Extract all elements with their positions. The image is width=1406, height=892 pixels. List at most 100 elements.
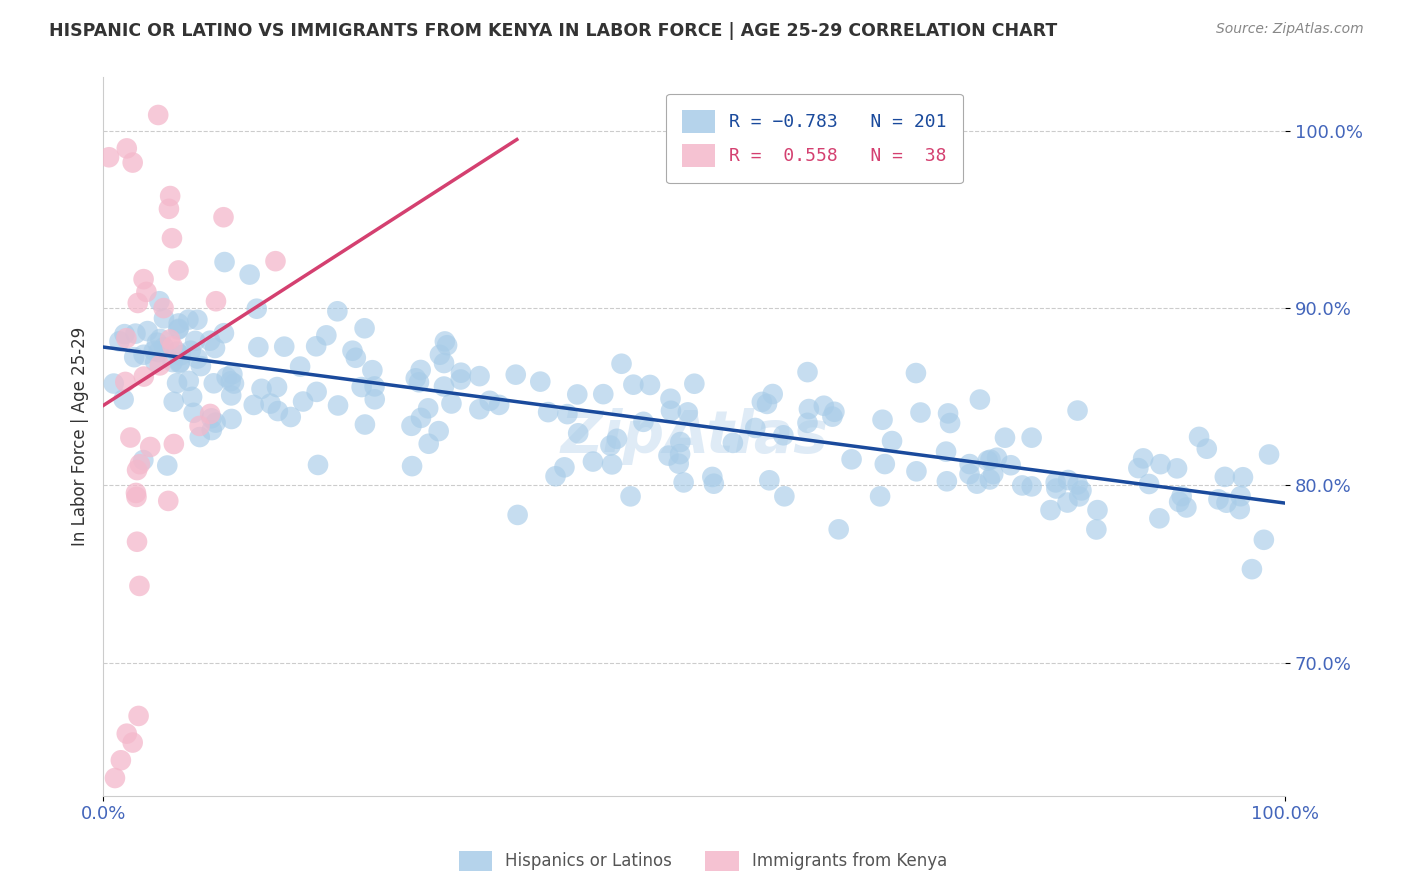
- Point: [429, 348, 451, 362]
- Point: [1208, 492, 1230, 507]
- Point: [148, 294, 170, 309]
- Point: [773, 489, 796, 503]
- Point: [181, 390, 204, 404]
- Point: [1000, 458, 1022, 473]
- Point: [672, 475, 695, 490]
- Point: [772, 428, 794, 442]
- Point: [669, 435, 692, 450]
- Point: [401, 459, 423, 474]
- Point: [606, 432, 628, 446]
- Point: [1240, 562, 1263, 576]
- Point: [153, 311, 176, 326]
- Point: [115, 331, 138, 345]
- Text: Source: ZipAtlas.com: Source: ZipAtlas.com: [1216, 22, 1364, 37]
- Point: [582, 454, 605, 468]
- Point: [212, 326, 235, 341]
- Point: [198, 334, 221, 348]
- Point: [167, 323, 190, 337]
- Point: [350, 380, 373, 394]
- Point: [98, 150, 121, 164]
- Point: [910, 405, 932, 419]
- Point: [142, 343, 165, 358]
- Point: [149, 359, 172, 373]
- Point: [143, 355, 166, 369]
- Point: [433, 334, 456, 349]
- Point: [979, 473, 1001, 487]
- Point: [869, 489, 891, 503]
- Point: [1066, 477, 1088, 491]
- Point: [821, 409, 844, 424]
- Point: [353, 321, 375, 335]
- Point: [544, 469, 567, 483]
- Point: [190, 359, 212, 373]
- Point: [148, 108, 170, 122]
- Point: [433, 356, 456, 370]
- Point: [115, 727, 138, 741]
- Point: [553, 460, 575, 475]
- Point: [146, 335, 169, 350]
- Point: [880, 434, 903, 448]
- Point: [128, 579, 150, 593]
- Point: [1085, 523, 1108, 537]
- Point: [966, 476, 988, 491]
- Point: [1195, 442, 1218, 456]
- Point: [1132, 451, 1154, 466]
- Point: [180, 343, 202, 358]
- Point: [204, 341, 226, 355]
- Point: [305, 384, 328, 399]
- Point: [659, 404, 682, 418]
- Point: [132, 453, 155, 467]
- Point: [221, 368, 243, 382]
- Y-axis label: In Labor Force | Age 25-29: In Labor Force | Age 25-29: [72, 327, 89, 546]
- Point: [610, 357, 633, 371]
- Point: [188, 430, 211, 444]
- Point: [342, 343, 364, 358]
- Point: [125, 490, 148, 504]
- Point: [405, 371, 427, 385]
- Point: [186, 351, 208, 366]
- Point: [744, 421, 766, 435]
- Point: [440, 396, 463, 410]
- Point: [114, 327, 136, 342]
- Point: [401, 418, 423, 433]
- Point: [132, 272, 155, 286]
- Point: [1045, 475, 1067, 490]
- Point: [409, 363, 432, 377]
- Point: [537, 405, 560, 419]
- Point: [247, 340, 270, 354]
- Point: [1149, 511, 1171, 525]
- Point: [823, 405, 845, 419]
- Point: [567, 426, 589, 441]
- Point: [1149, 457, 1171, 471]
- Point: [201, 423, 224, 437]
- Point: [159, 333, 181, 347]
- Point: [125, 534, 148, 549]
- Point: [167, 322, 190, 336]
- Legend: Hispanics or Latinos, Immigrants from Kenya: Hispanics or Latinos, Immigrants from Ke…: [450, 842, 956, 880]
- Point: [567, 387, 589, 401]
- Point: [128, 457, 150, 471]
- Point: [1253, 533, 1275, 547]
- Point: [202, 376, 225, 391]
- Point: [156, 458, 179, 473]
- Point: [114, 375, 136, 389]
- Point: [115, 141, 138, 155]
- Point: [872, 413, 894, 427]
- Point: [167, 263, 190, 277]
- Point: [657, 449, 679, 463]
- Point: [266, 380, 288, 394]
- Point: [162, 355, 184, 369]
- Point: [1175, 500, 1198, 515]
- Point: [127, 296, 149, 310]
- Point: [121, 155, 143, 169]
- Point: [292, 394, 315, 409]
- Point: [305, 339, 328, 353]
- Point: [354, 417, 377, 432]
- Point: [408, 376, 430, 390]
- Point: [148, 345, 170, 359]
- Point: [212, 211, 235, 225]
- Point: [267, 404, 290, 418]
- Point: [205, 294, 228, 309]
- Point: [418, 401, 440, 416]
- Point: [409, 410, 432, 425]
